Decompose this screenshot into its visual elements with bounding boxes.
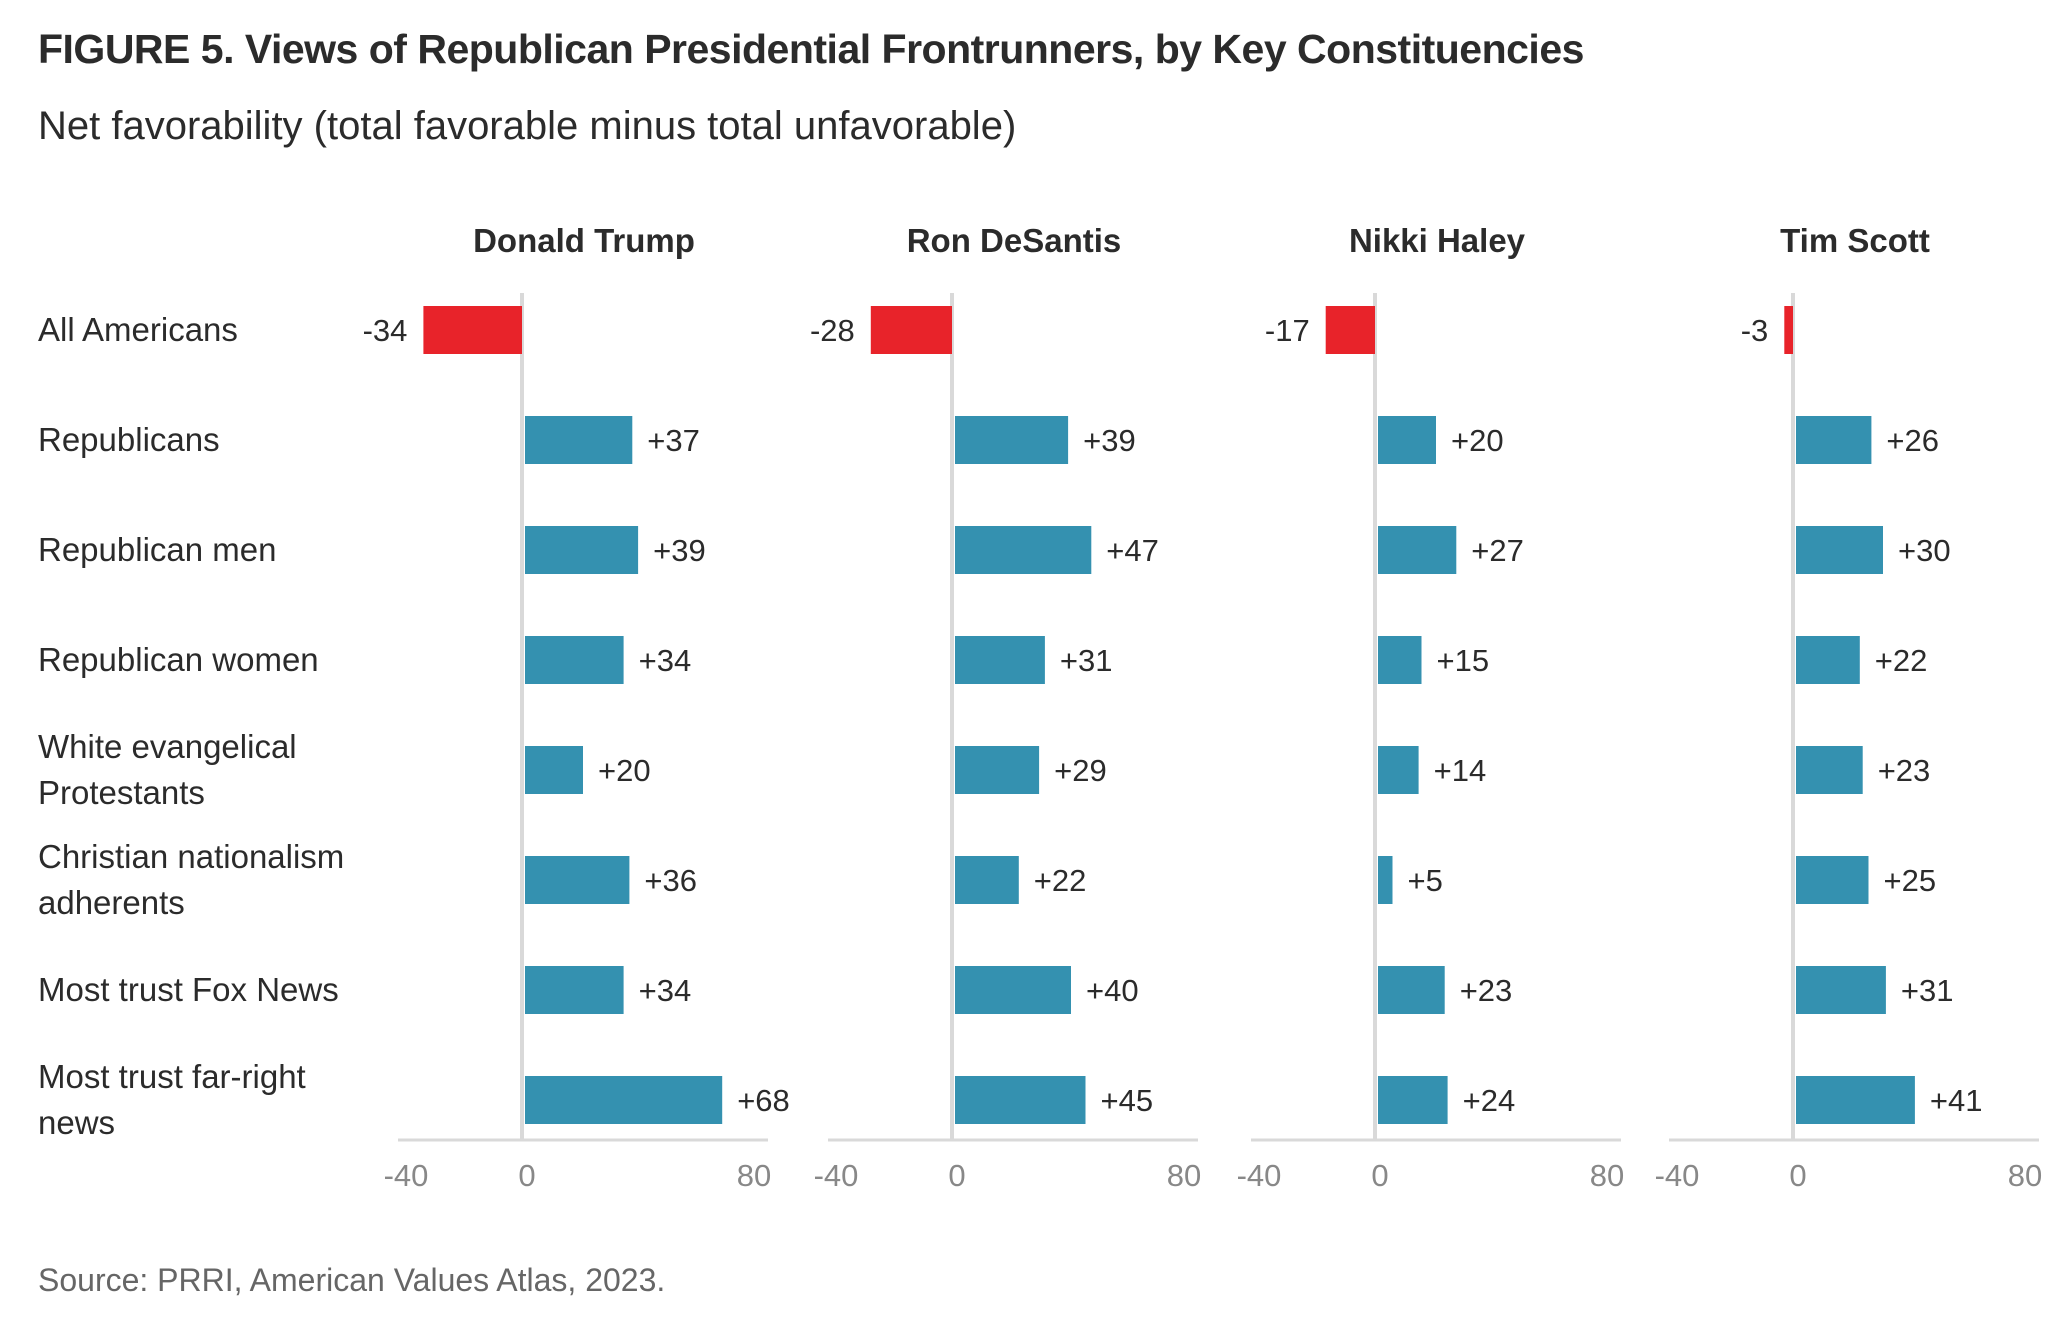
value-label: +29 [1054, 753, 1107, 788]
bar [525, 1076, 723, 1124]
bar [423, 306, 522, 354]
tick-label: 80 [2008, 1158, 2042, 1193]
tick-label: -40 [1655, 1158, 1700, 1193]
bar [1378, 746, 1419, 794]
value-label: +40 [1086, 973, 1139, 1008]
value-label: +41 [1930, 1083, 1983, 1118]
category-label: adherents [38, 884, 185, 921]
bar [1378, 526, 1457, 574]
category-label: Republicans [38, 421, 220, 458]
value-label: +23 [1460, 973, 1513, 1008]
bar [1796, 746, 1863, 794]
tick-label: 0 [1371, 1158, 1388, 1193]
bar [525, 856, 630, 904]
bar [1796, 416, 1872, 464]
tick-label: -40 [814, 1158, 859, 1193]
bar [955, 966, 1071, 1014]
value-label: +5 [1408, 863, 1443, 898]
category-label: news [38, 1104, 115, 1141]
value-label: +68 [737, 1083, 790, 1118]
bar [525, 746, 583, 794]
value-label: +34 [639, 973, 692, 1008]
tick-label: 80 [1167, 1158, 1201, 1193]
value-label: +25 [1884, 863, 1937, 898]
bar [1796, 966, 1886, 1014]
bar [525, 526, 639, 574]
bar [1378, 416, 1436, 464]
panel-title: Nikki Haley [1349, 222, 1526, 259]
value-label: +30 [1898, 533, 1951, 568]
tick-label: 0 [948, 1158, 965, 1193]
bar [1796, 526, 1883, 574]
bar [955, 746, 1040, 794]
category-label: Christian nationalism [38, 838, 344, 875]
value-label: +23 [1878, 753, 1931, 788]
value-label: +39 [1083, 423, 1136, 458]
bar [955, 526, 1092, 574]
bar [1378, 1076, 1448, 1124]
value-label: +15 [1437, 643, 1490, 678]
bar [1378, 856, 1393, 904]
chart-subtitle: Net favorability (total favorable minus … [38, 104, 1017, 148]
tick-label: 80 [737, 1158, 771, 1193]
value-label: +36 [644, 863, 697, 898]
bar [955, 1076, 1086, 1124]
value-label: -34 [363, 313, 408, 348]
bar [525, 966, 624, 1014]
chart-title: FIGURE 5. Views of Republican Presidenti… [38, 26, 1584, 72]
value-label: -17 [1265, 313, 1310, 348]
bar [955, 856, 1019, 904]
tick-label: 0 [518, 1158, 535, 1193]
value-label: +20 [598, 753, 651, 788]
value-label: +20 [1451, 423, 1504, 458]
value-label: +47 [1106, 533, 1159, 568]
panel-title: Donald Trump [473, 222, 695, 259]
bar [525, 416, 633, 464]
value-label: -3 [1741, 313, 1769, 348]
bar [1796, 1076, 1915, 1124]
bar [955, 636, 1045, 684]
panel-title: Tim Scott [1780, 222, 1930, 259]
category-label: Republican men [38, 531, 276, 568]
category-label: White evangelical [38, 728, 297, 765]
value-label: +26 [1886, 423, 1939, 458]
bar [1378, 636, 1422, 684]
category-label: Most trust far-right [38, 1058, 306, 1095]
value-label: +31 [1901, 973, 1954, 1008]
value-label: +31 [1060, 643, 1113, 678]
bar [1796, 636, 1860, 684]
category-label: Most trust Fox News [38, 971, 339, 1008]
bar [1378, 966, 1445, 1014]
value-label: -28 [810, 313, 855, 348]
category-label: Republican women [38, 641, 319, 678]
panel-title: Ron DeSantis [907, 222, 1122, 259]
bar [1796, 856, 1869, 904]
tick-label: 0 [1789, 1158, 1806, 1193]
tick-label: -40 [384, 1158, 429, 1193]
bar [1325, 306, 1375, 354]
bar [870, 306, 952, 354]
value-label: +22 [1034, 863, 1087, 898]
value-label: +22 [1875, 643, 1928, 678]
value-label: +45 [1101, 1083, 1154, 1118]
tick-label: 80 [1590, 1158, 1624, 1193]
value-label: +14 [1434, 753, 1487, 788]
value-label: +27 [1471, 533, 1524, 568]
value-label: +37 [647, 423, 700, 458]
source-note: Source: PRRI, American Values Atlas, 202… [38, 1262, 666, 1298]
tick-label: -40 [1237, 1158, 1282, 1193]
category-label: All Americans [38, 311, 238, 348]
bar [525, 636, 624, 684]
bar [955, 416, 1069, 464]
category-label: Protestants [38, 774, 205, 811]
value-label: +34 [639, 643, 692, 678]
value-label: +39 [653, 533, 706, 568]
bar [1784, 306, 1793, 354]
value-label: +24 [1463, 1083, 1516, 1118]
